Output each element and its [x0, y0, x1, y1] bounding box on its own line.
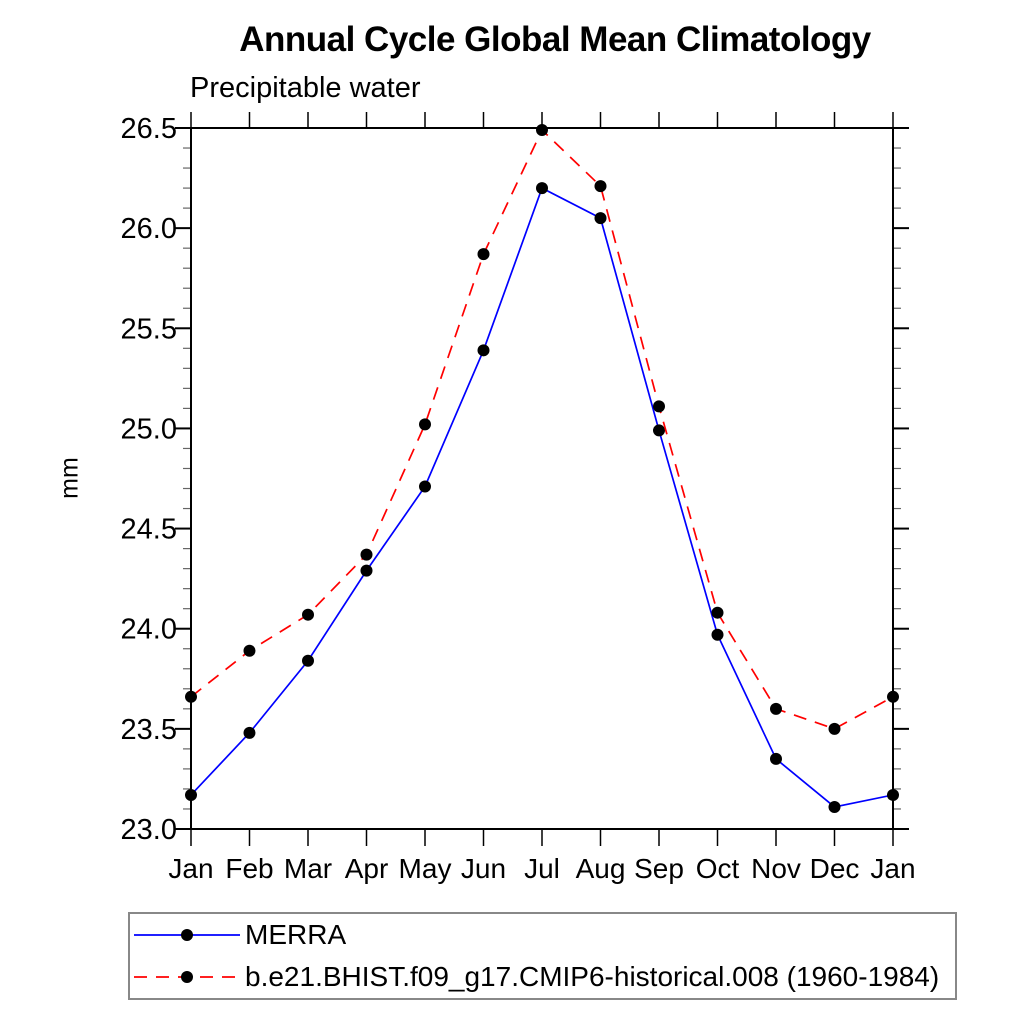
data-point-marker	[594, 180, 607, 193]
data-point-marker	[419, 418, 431, 431]
data-point-marker	[887, 788, 899, 801]
data-point-marker	[360, 548, 373, 561]
y-tick-label: 26.5	[121, 113, 177, 145]
legend-line-sample	[134, 971, 240, 983]
chart-subtitle: Precipitable water	[190, 72, 421, 104]
data-point-marker	[302, 654, 314, 667]
y-tick-label: 24.5	[121, 514, 177, 546]
data-point-marker	[536, 182, 548, 195]
data-point-marker	[536, 124, 548, 137]
data-point-marker	[887, 690, 899, 703]
data-point-marker	[419, 480, 431, 493]
data-point-marker	[653, 424, 665, 437]
data-point-marker	[770, 702, 782, 715]
x-tick-label: Jan	[168, 853, 213, 884]
legend: MERRA b.e21.BHIST.f09_g17.CMIP6-historica…	[128, 912, 957, 1000]
y-tick-label: 26.0	[121, 213, 177, 245]
chart-title: Annual Cycle Global Mean Climatology	[239, 20, 871, 59]
data-point-marker	[653, 400, 665, 413]
x-tick-label: Oct	[696, 853, 740, 884]
x-tick-label: Jul	[524, 853, 560, 884]
legend-label: b.e21.BHIST.f09_g17.CMIP6-historical.008…	[245, 961, 940, 992]
legend-line-sample	[134, 929, 240, 941]
data-point-marker	[243, 644, 256, 657]
legend-marker	[181, 929, 193, 941]
x-tick-label: Sep	[634, 853, 684, 884]
data-point-marker	[594, 212, 607, 225]
y-tick-label: 23.5	[121, 714, 177, 746]
x-tick-label: Feb	[225, 853, 273, 884]
legend-label: MERRA	[245, 919, 347, 950]
x-tick-label: Jun	[461, 853, 506, 884]
data-point-marker	[302, 608, 314, 621]
x-tick-label: Mar	[284, 853, 332, 884]
series-line-0	[190, 186, 894, 808]
data-point-marker	[711, 606, 724, 619]
x-tick-label: Jan	[870, 853, 915, 884]
data-point-marker	[828, 722, 841, 735]
x-tick-label: Apr	[345, 853, 389, 884]
series-line-1	[190, 128, 894, 730]
y-tick-label: 24.0	[121, 614, 177, 646]
y-tick-label: 25.0	[121, 413, 177, 445]
data-point-marker	[711, 628, 724, 641]
y-tick-label: 25.5	[121, 313, 177, 345]
x-tick-label: Dec	[810, 853, 860, 884]
data-point-marker	[828, 800, 841, 813]
legend-item-1: b.e21.BHIST.f09_g17.CMIP6-historical.008…	[134, 956, 955, 998]
y-tick-label: 23.0	[121, 814, 177, 846]
data-point-marker	[243, 726, 256, 739]
data-point-marker	[770, 752, 782, 765]
data-point-marker	[477, 344, 490, 357]
data-point-marker	[185, 788, 197, 801]
x-tick-label: Nov	[751, 853, 801, 884]
legend-item-0: MERRA	[134, 914, 955, 956]
x-tick-label: Aug	[576, 853, 626, 884]
data-point-marker	[477, 248, 490, 261]
data-point-marker	[360, 564, 373, 577]
legend-marker	[181, 971, 193, 983]
x-tick-label: May	[399, 853, 452, 884]
data-point-marker	[185, 690, 197, 703]
plot-frame	[190, 127, 894, 830]
